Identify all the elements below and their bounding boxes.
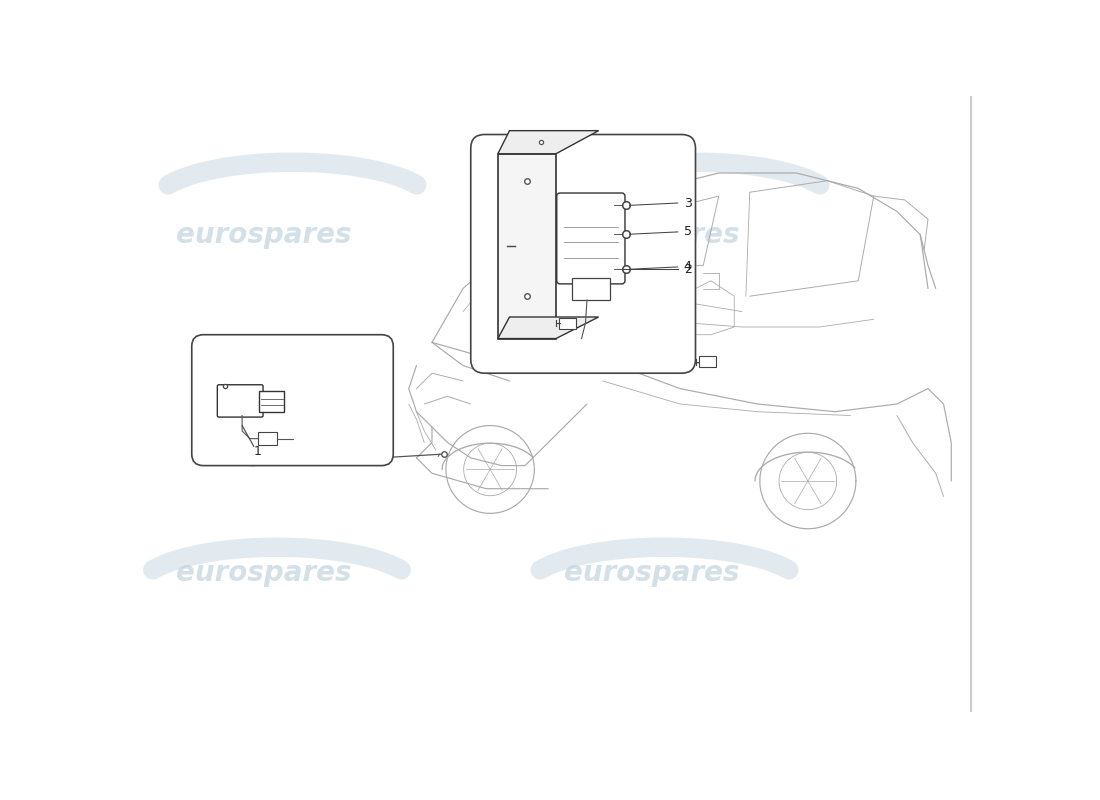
Polygon shape <box>498 130 598 154</box>
FancyBboxPatch shape <box>698 356 716 367</box>
Bar <box>498 154 556 338</box>
FancyBboxPatch shape <box>557 193 625 284</box>
FancyBboxPatch shape <box>218 385 263 417</box>
Text: 2: 2 <box>684 262 692 276</box>
Text: eurospares: eurospares <box>563 559 739 587</box>
Text: 4: 4 <box>684 261 692 274</box>
Bar <box>572 278 610 300</box>
Text: eurospares: eurospares <box>176 221 352 249</box>
Text: 3: 3 <box>684 197 692 210</box>
Text: 5: 5 <box>684 226 692 238</box>
Bar <box>260 391 284 413</box>
Text: 1: 1 <box>254 446 262 458</box>
Text: eurospares: eurospares <box>563 221 739 249</box>
Text: eurospares: eurospares <box>176 559 352 587</box>
FancyBboxPatch shape <box>559 318 576 329</box>
FancyBboxPatch shape <box>191 334 394 466</box>
FancyBboxPatch shape <box>471 134 695 373</box>
Bar <box>257 433 277 445</box>
Polygon shape <box>498 317 598 338</box>
